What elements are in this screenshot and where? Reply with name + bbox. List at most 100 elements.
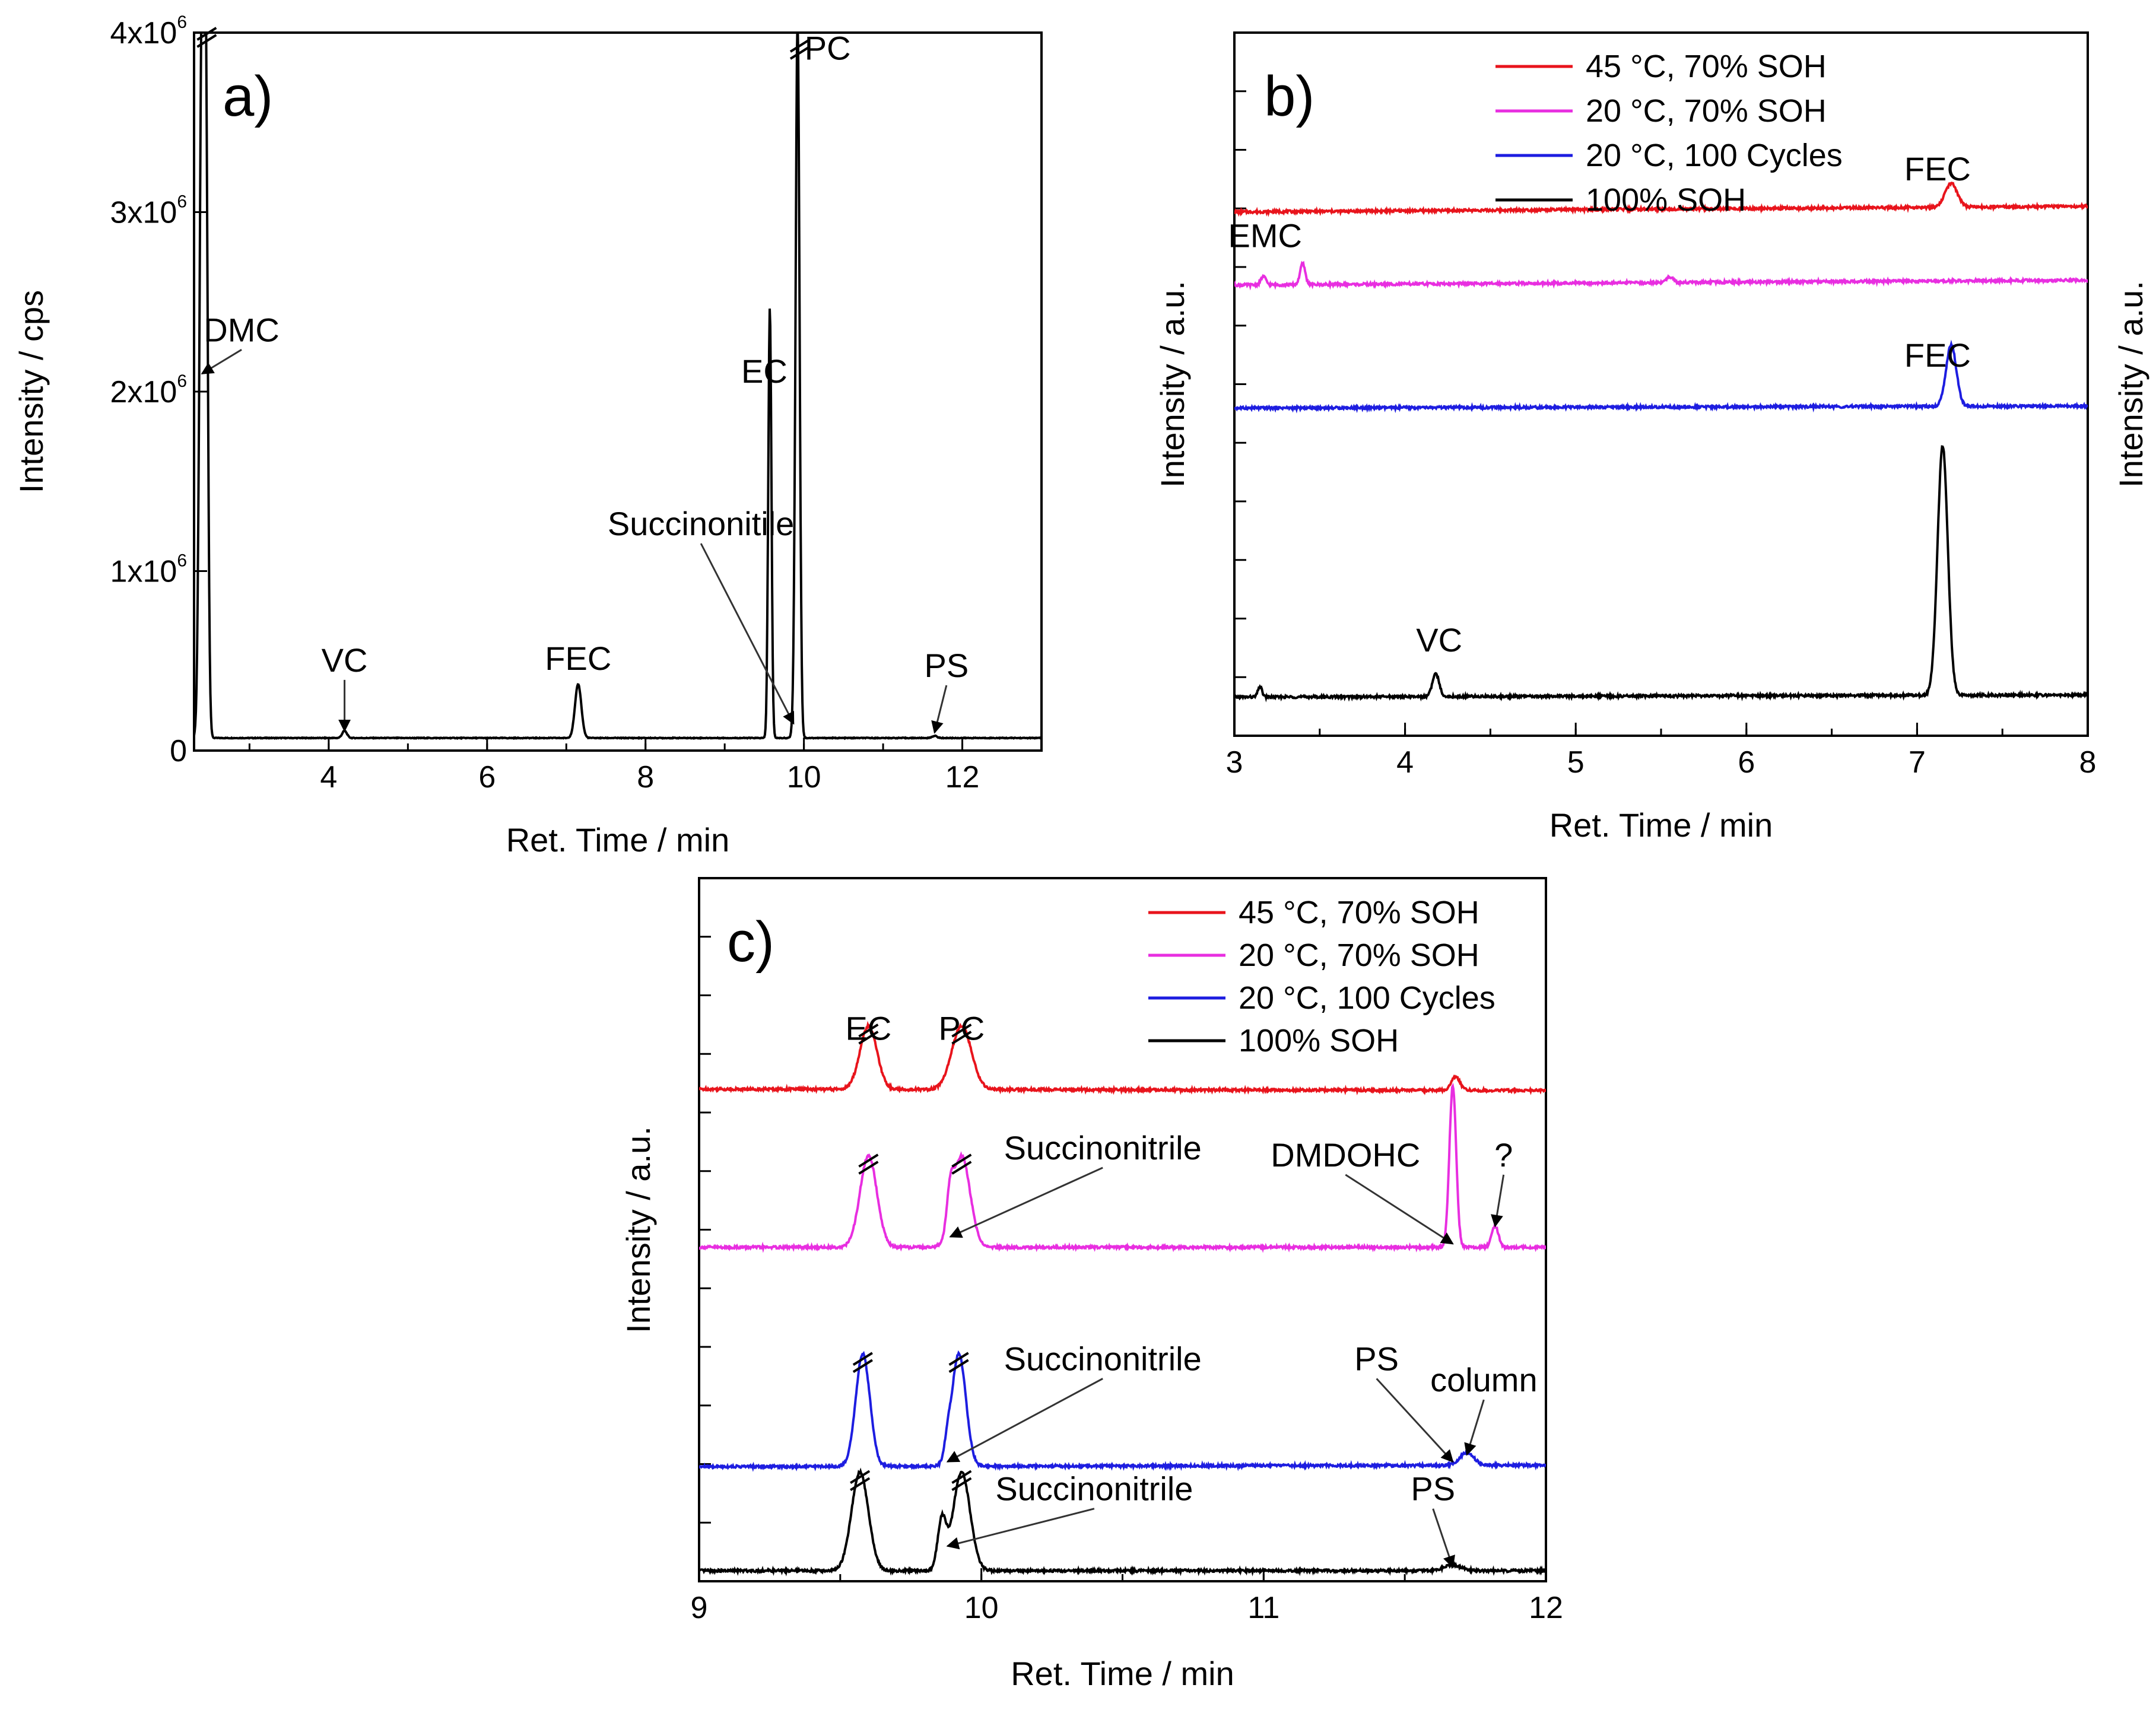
x-axis-title: Ret. Time / min — [1549, 806, 1773, 844]
series-line-1 — [699, 1082, 1546, 1253]
x-tick-label: 7 — [1909, 745, 1926, 780]
series-line-2 — [1234, 339, 2088, 414]
x-tick-label: 8 — [2079, 745, 2097, 780]
peak-annotation: FEC — [1904, 336, 1971, 374]
peak-annotation: Succinonitrile — [1004, 1129, 1202, 1167]
peak-annotation: ? — [1494, 1136, 1513, 1174]
legend-label: 100% SOH — [1239, 1023, 1399, 1059]
y-tick-label: 1x106 — [110, 551, 187, 589]
x-tick-label: 11 — [1247, 1591, 1279, 1625]
y-tick-label: 3x106 — [110, 192, 187, 230]
annotation-arrow — [1376, 1378, 1454, 1463]
peak-annotation: DMDOHC — [1271, 1136, 1420, 1174]
x-tick-label: 4 — [320, 760, 337, 794]
peak-annotation: Succinonitrile — [995, 1470, 1193, 1508]
annotation-arrow — [1432, 1508, 1455, 1569]
peak-annotation: FEC — [1904, 150, 1971, 187]
axis-break-mark — [951, 1031, 972, 1045]
annotation-arrow — [946, 1378, 1103, 1463]
peak-annotation: EC — [846, 1010, 892, 1047]
y-tick-label: 2x106 — [110, 371, 187, 409]
peak-annotation: DMC — [204, 311, 280, 348]
axis-break-mark — [852, 1352, 873, 1366]
legend-label: 20 °C, 100 Cycles — [1239, 980, 1495, 1016]
peak-annotation: EMC — [1228, 217, 1302, 254]
axis-break-mark — [858, 1024, 879, 1038]
legend-label: 45 °C, 70% SOH — [1586, 49, 1827, 84]
axis-break-mark — [850, 1470, 871, 1485]
peak-annotation: PC — [805, 29, 851, 66]
annotation-arrow — [946, 1508, 1095, 1550]
peak-annotation: VC — [1416, 621, 1462, 659]
series-line-1 — [1234, 260, 2088, 291]
peak-annotation: Succinonitile — [608, 505, 794, 542]
x-tick-label: 3 — [1226, 745, 1243, 780]
axis-break-mark — [948, 1352, 969, 1366]
x-axis-title: Ret. Time / min — [506, 821, 730, 859]
panel-label: b) — [1264, 65, 1314, 128]
annotation-arrow — [1491, 1174, 1505, 1228]
axis-break-mark — [789, 39, 811, 53]
axis-break-mark — [951, 1024, 972, 1038]
x-tick-label: 9 — [691, 1591, 708, 1625]
x-tick-label: 12 — [1529, 1591, 1563, 1625]
legend-label: 45 °C, 70% SOH — [1239, 895, 1479, 930]
peak-annotation: PC — [938, 1010, 985, 1047]
peak-annotation: PS — [924, 647, 969, 684]
axis-break-mark — [852, 1359, 873, 1373]
axis-break-mark — [196, 34, 217, 48]
legend-label: 20 °C, 100 Cycles — [1586, 138, 1843, 173]
legend-label: 20 °C, 70% SOH — [1239, 937, 1479, 973]
panel-c: 9 10 11 12 Ret. Time / min Intensity / a.u. c)… — [620, 877, 1563, 1692]
series-line-0 — [699, 1021, 1546, 1096]
annotation-arrow — [700, 543, 795, 725]
axis-break-mark — [951, 1153, 972, 1168]
annotation-arrow — [1345, 1174, 1454, 1245]
panel-b: 3 4 5 6 7 8 Ret. Time / min Intensity / a.u. Int… — [1154, 31, 2149, 844]
series-line-2 — [699, 1350, 1546, 1472]
axis-break-mark — [850, 1477, 871, 1492]
axis-break-mark — [858, 1031, 879, 1045]
axis-break-mark — [858, 1153, 879, 1168]
series-line-0 — [194, 33, 1042, 740]
x-tick-label: 6 — [1738, 745, 1755, 780]
legend-label: 20 °C, 70% SOH — [1586, 93, 1827, 129]
peak-annotation: PS — [1411, 1470, 1455, 1508]
annotation-arrow — [201, 349, 242, 375]
y-axis-title: Intensity / a.u. — [1154, 281, 1191, 488]
y-axis-title: Intensity / cps — [12, 290, 50, 493]
annotation-arrow — [1464, 1399, 1485, 1456]
peak-annotation: VC — [322, 641, 368, 679]
legend-label: 100% SOH — [1586, 182, 1746, 218]
y-tick-label: 4x106 — [110, 12, 187, 50]
x-tick-label: 8 — [637, 760, 654, 794]
axis-break-mark — [951, 1470, 972, 1485]
panel-a: 4 6 8 10 12 0 1x106 2x106 3x106 4x106 Ret. Time / … — [12, 12, 1043, 859]
peak-annotation: FEC — [545, 640, 611, 677]
x-tick-label: 10 — [964, 1591, 999, 1625]
peak-annotation: column — [1430, 1361, 1538, 1398]
peak-annotation: Succinonitrile — [1004, 1340, 1202, 1378]
axis-break-mark — [196, 27, 217, 41]
x-tick-label: 5 — [1567, 745, 1585, 780]
axis-break-mark — [858, 1161, 879, 1175]
right-y-axis-title: Intensity / a.u. — [2112, 281, 2149, 488]
panel-label: a) — [223, 65, 273, 128]
panel-label: c) — [727, 910, 774, 974]
axis-break-mark — [951, 1161, 972, 1175]
series-line-3 — [699, 1467, 1546, 1576]
x-tick-label: 4 — [1396, 745, 1414, 780]
x-tick-label: 6 — [478, 760, 496, 794]
axis-break-mark — [948, 1359, 969, 1373]
y-tick-label: 0 — [170, 734, 187, 768]
axis-break-mark — [789, 46, 811, 60]
x-tick-label: 10 — [787, 760, 821, 794]
x-tick-label: 12 — [945, 760, 980, 794]
series-line-3 — [1234, 445, 2088, 703]
annotation-arrow — [949, 1167, 1103, 1238]
peak-annotation: PS — [1354, 1340, 1399, 1378]
y-axis-title: Intensity / a.u. — [620, 1126, 657, 1333]
peak-annotation: EC — [741, 352, 788, 390]
